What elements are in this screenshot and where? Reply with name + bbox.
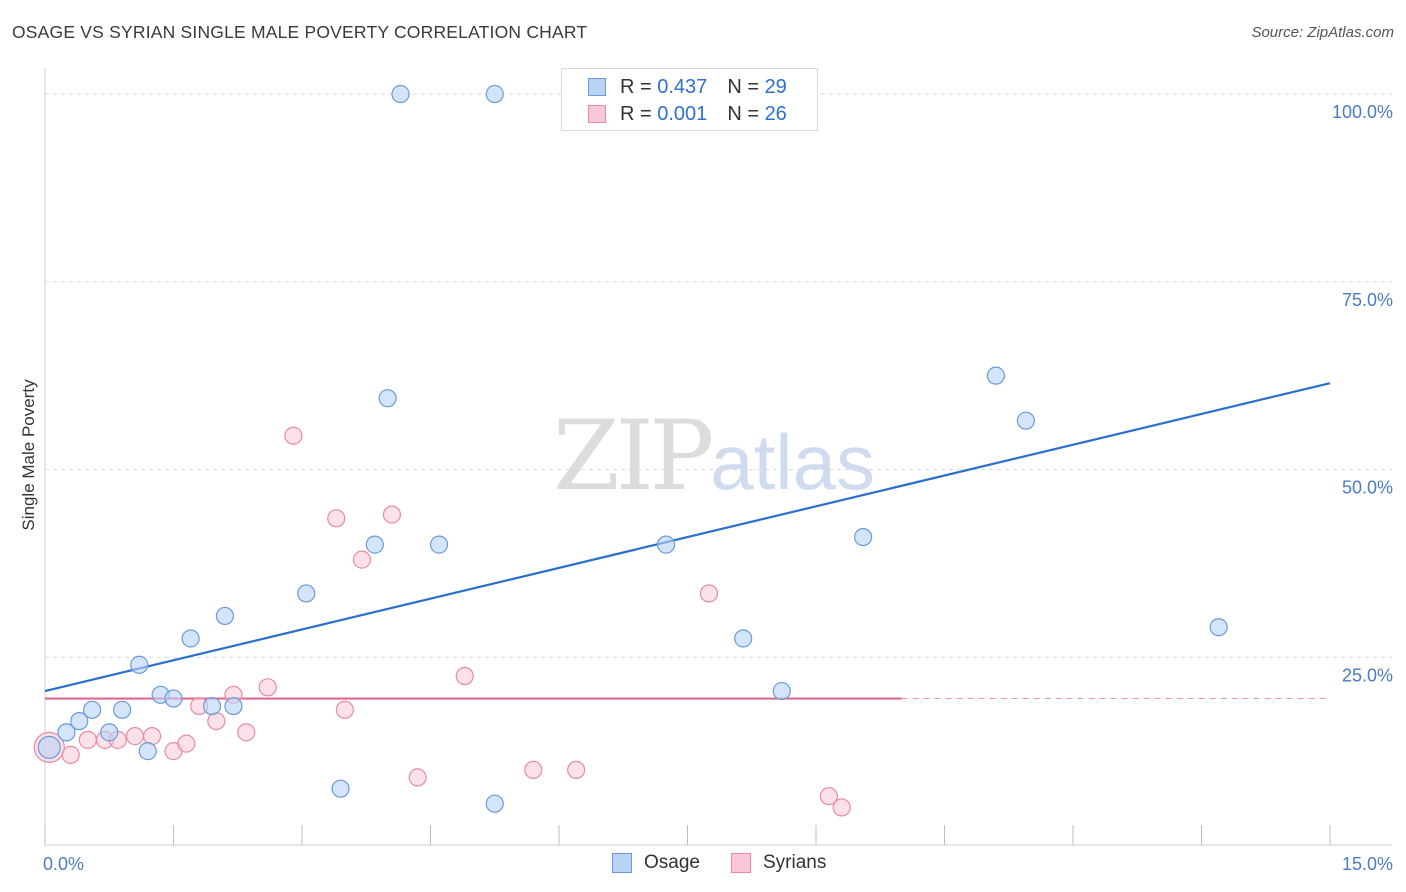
y-tick-label: 100.0% xyxy=(1332,102,1393,122)
correlation-legend: R = 0.437 N = 29 R = 0.001 N = 26 xyxy=(561,68,818,131)
syrians-point xyxy=(125,727,145,746)
osage-point xyxy=(485,794,504,813)
osage-point xyxy=(297,584,316,603)
syrians-point xyxy=(352,550,372,569)
syrians-point xyxy=(207,711,226,731)
osage-point xyxy=(130,655,149,674)
legend-row-syrians: R = 0.001 N = 26 xyxy=(588,101,787,127)
osage-point xyxy=(854,527,873,547)
watermark: ZIPatlas xyxy=(553,400,875,512)
x-tick-label: 15.0% xyxy=(1342,854,1393,874)
osage-point xyxy=(37,735,61,759)
syrians-point xyxy=(382,505,402,524)
osage-point xyxy=(772,681,791,701)
osage-point xyxy=(138,742,157,761)
syrians-point xyxy=(335,700,354,719)
legend-r-label: R = xyxy=(620,102,658,125)
osage-swatch xyxy=(588,78,606,96)
y-tick-label: 50.0% xyxy=(1342,478,1393,498)
osage-point xyxy=(734,629,753,648)
x-tick-label: 0.0% xyxy=(43,854,84,874)
osage-point xyxy=(83,700,102,719)
syrians-point xyxy=(177,734,196,753)
osage-legend-swatch xyxy=(612,853,632,873)
osage-point xyxy=(224,696,243,716)
syrians-point xyxy=(237,723,256,742)
legend-n-label: N = xyxy=(727,75,765,98)
syrian-legend-swatch xyxy=(731,853,751,873)
legend-item-osage: Osage xyxy=(612,852,700,874)
syrian-swatch xyxy=(588,105,606,123)
watermark-atlas: atlas xyxy=(710,418,875,506)
legend-n-label: N = xyxy=(727,102,765,125)
syrians-point xyxy=(142,727,162,746)
osage-point xyxy=(485,84,504,104)
legend-row-osage: R = 0.437 N = 29 xyxy=(588,74,787,100)
osage-point xyxy=(378,389,397,408)
syrians-point xyxy=(819,787,838,806)
syrians-point xyxy=(455,666,474,686)
legend-label-syrians: Syrians xyxy=(763,852,827,873)
syrians-point xyxy=(327,509,346,528)
osage-point xyxy=(1209,618,1228,637)
osage-point xyxy=(112,700,132,719)
source-label: Source: ZipAtlas.com xyxy=(1251,24,1394,41)
osage-point xyxy=(202,696,222,716)
syrians-point xyxy=(832,798,851,817)
syrians-point xyxy=(524,760,543,780)
y-axis-label: Single Male Poverty xyxy=(19,379,38,531)
osage-point xyxy=(164,689,183,708)
osage-point xyxy=(331,779,350,798)
tick-labels: 25.0% 50.0% 75.0% 100.0% 0.0% 15.0% xyxy=(43,102,1393,874)
axes xyxy=(44,68,1392,846)
syrians-point xyxy=(78,730,97,749)
syrians-point xyxy=(567,760,586,780)
series-legend: Osage Syrians xyxy=(0,852,1406,878)
legend-r-label: R = xyxy=(620,75,658,98)
osage-point xyxy=(656,535,676,554)
legend-item-syrians: Syrians xyxy=(731,852,826,874)
osage-trend-line xyxy=(44,382,1331,693)
osage-point xyxy=(429,535,449,554)
legend-label-osage: Osage xyxy=(644,852,700,873)
syrians-point xyxy=(284,426,303,445)
osage-point xyxy=(100,723,119,742)
legend-r-value: 0.001 xyxy=(657,102,708,125)
syrians-point xyxy=(699,584,719,603)
legend-n-value: 29 xyxy=(764,75,787,98)
osage-point xyxy=(70,711,89,731)
data-points xyxy=(33,84,1228,817)
chart-title: OSAGE VS SYRIAN SINGLE MALE POVERTY CORR… xyxy=(12,22,588,42)
osage-point xyxy=(57,723,76,742)
osage-point xyxy=(1016,411,1035,430)
osage-point xyxy=(215,606,234,626)
syrians-point xyxy=(61,745,80,764)
trend-lines xyxy=(44,382,1331,700)
y-tick-label: 75.0% xyxy=(1342,290,1393,310)
legend-n-value: 26 xyxy=(764,102,787,125)
legend-r-value: 0.437 xyxy=(657,75,708,98)
osage-point xyxy=(986,366,1006,385)
y-tick-label: 25.0% xyxy=(1342,665,1393,685)
grid-lines xyxy=(45,93,1392,658)
osage-point xyxy=(391,84,410,104)
osage-point xyxy=(181,629,200,648)
syrians-point xyxy=(408,768,427,787)
watermark-zip: ZIP xyxy=(553,400,714,512)
syrians-point xyxy=(258,678,277,697)
osage-point xyxy=(365,535,384,554)
